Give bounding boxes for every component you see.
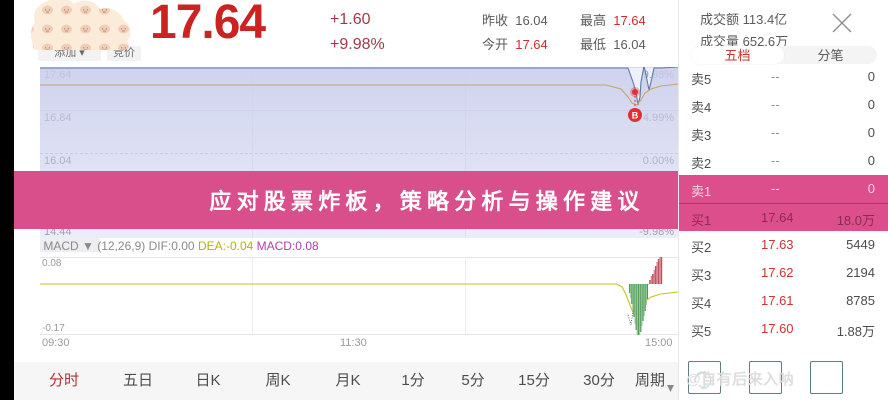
svg-text:B: B	[632, 111, 639, 121]
